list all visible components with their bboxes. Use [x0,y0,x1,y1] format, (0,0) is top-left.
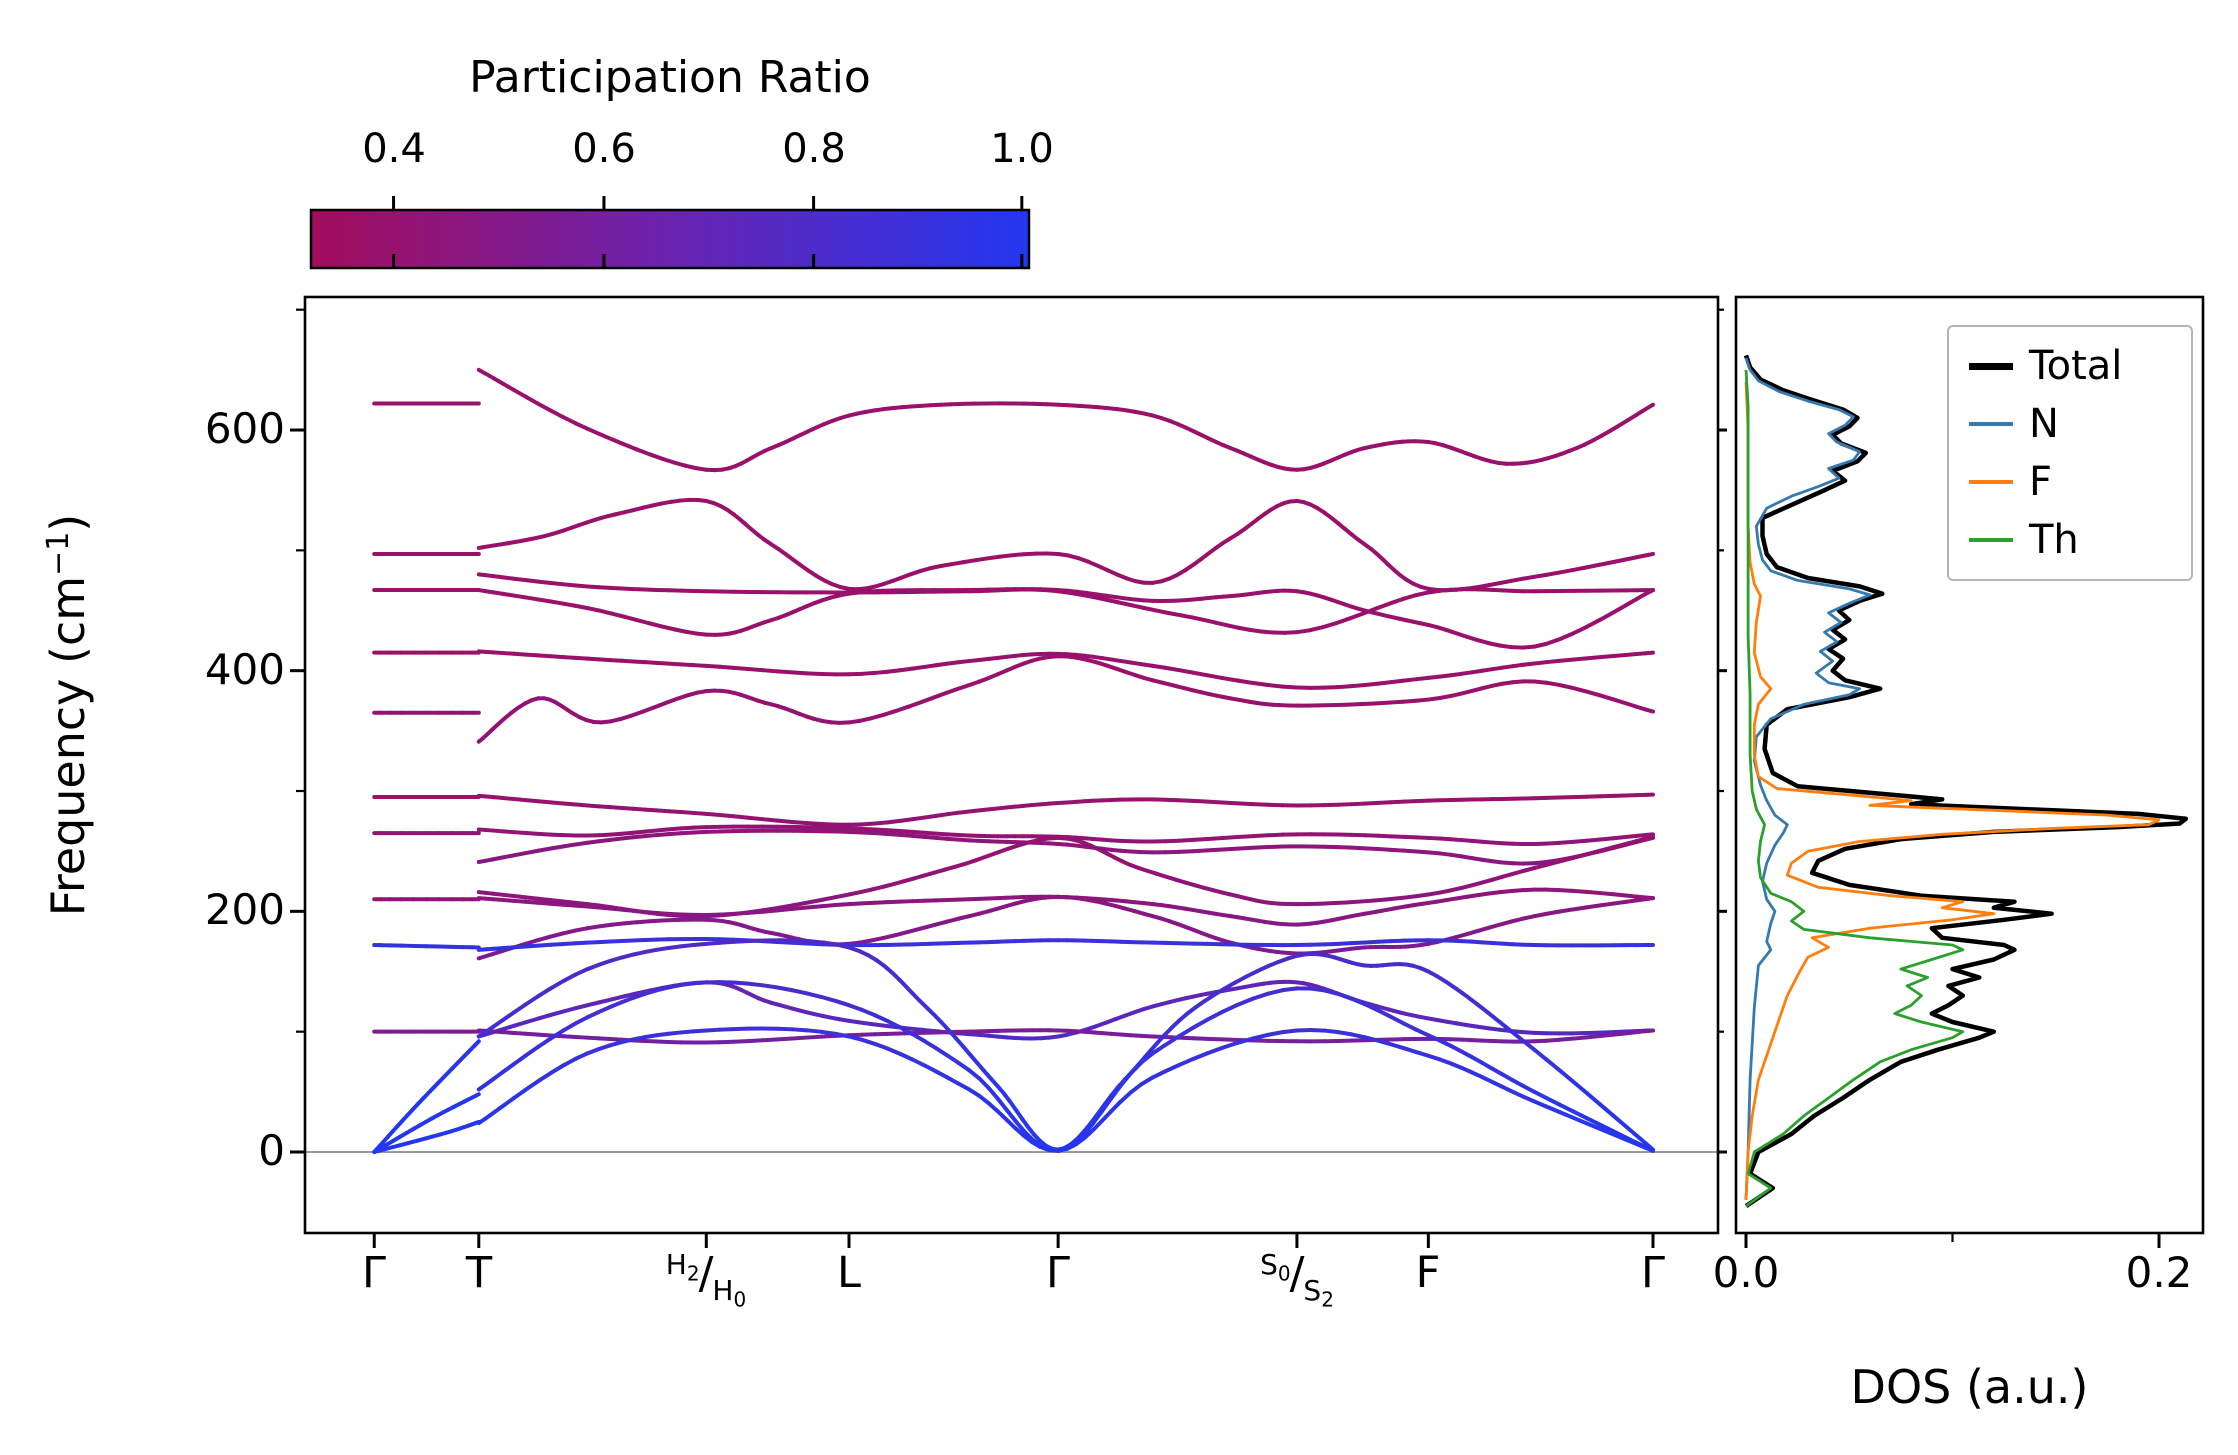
th-line-sample [1969,538,2013,542]
xtick-t: T [465,1248,493,1298]
n-line-sample [1969,422,2013,426]
y-tick-label: 200 [204,885,285,934]
xtick-h2-h0: H2/H0 [665,1248,747,1312]
dos-xtick-label: 0.2 [2125,1248,2193,1297]
colorbar-title: Participation Ratio [469,52,871,103]
legend-entry-total: Total [1969,341,2171,391]
total-line-sample [1969,362,2013,370]
y-tick-label: 400 [204,645,285,694]
xtick-s0-s2: S0/S2 [1260,1248,1334,1312]
colorbar-tick-label: 0.6 [572,126,636,172]
xtick-l: L [837,1248,861,1298]
y-axis-label: Frequency (cm−1) [40,513,96,917]
legend-entry-n: N [1969,399,2171,449]
xtick-gamma-3: Γ [1641,1248,1665,1298]
y-tick-label: 600 [204,404,285,453]
xtick-f: F [1415,1248,1441,1298]
dos-axis-label: DOS (a.u.) [1850,1360,2089,1414]
y-tick-label: 0 [258,1126,285,1175]
xtick-gamma-2: Γ [1046,1248,1070,1298]
colorbar-tick-label: 0.4 [362,126,426,172]
colorbar-tick-label: 1.0 [990,126,1054,172]
xtick-gamma-1: Γ [362,1248,386,1298]
dos-xtick-label: 0.0 [1712,1248,1780,1297]
legend-entry-f: F [1969,457,2171,507]
f-line-sample [1969,480,2013,484]
legend-entry-th: Th [1969,515,2171,565]
colorbar-tick-label: 0.8 [782,126,846,172]
legend: Total N F Th [1947,325,2193,581]
